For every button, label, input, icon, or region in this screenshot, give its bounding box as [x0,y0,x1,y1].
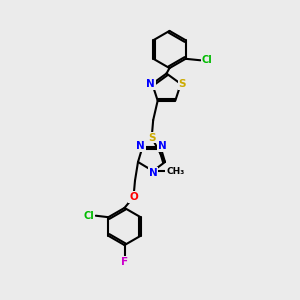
Text: N: N [158,141,167,151]
Text: S: S [148,133,155,142]
Text: Cl: Cl [84,211,94,221]
Text: S: S [178,79,186,89]
Text: O: O [129,192,138,202]
Text: N: N [146,79,155,89]
Text: N: N [136,141,145,151]
Text: CH₃: CH₃ [166,167,184,176]
Text: F: F [121,257,128,267]
Text: Cl: Cl [202,55,213,65]
Text: N: N [148,168,158,178]
